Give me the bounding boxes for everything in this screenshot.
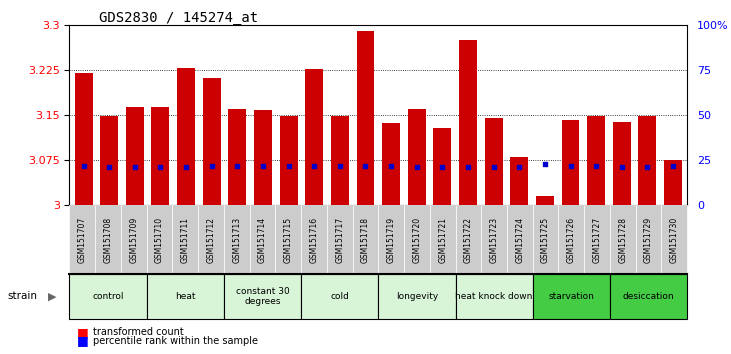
Point	[411, 165, 423, 170]
Bar	[408, 109, 425, 205]
Point	[385, 163, 397, 169]
Text: GDS2830 / 145274_at: GDS2830 / 145274_at	[99, 11, 258, 25]
Bar	[75, 73, 93, 205]
Bar	[382, 124, 400, 205]
Bar	[664, 160, 682, 205]
Bar	[177, 68, 195, 205]
Text: GSM151726: GSM151726	[567, 217, 576, 263]
Bar	[254, 110, 272, 205]
Text: starvation: starvation	[548, 292, 594, 301]
Text: GSM151723: GSM151723	[490, 217, 499, 263]
Bar	[433, 128, 451, 205]
Text: GSM151716: GSM151716	[309, 217, 319, 263]
Text: cold: cold	[330, 292, 349, 301]
Text: desiccation: desiccation	[623, 292, 674, 301]
Bar	[510, 157, 529, 205]
Point	[129, 165, 140, 170]
Bar	[357, 31, 374, 205]
Text: ▶: ▶	[48, 291, 56, 302]
Point	[436, 165, 448, 170]
Text: GSM151713: GSM151713	[232, 217, 241, 263]
Bar	[485, 118, 503, 205]
Point	[308, 163, 320, 169]
Point	[591, 163, 602, 169]
Point	[206, 163, 218, 169]
Text: GSM151722: GSM151722	[464, 217, 473, 263]
Text: transformed count: transformed count	[93, 327, 183, 337]
Bar	[459, 40, 477, 205]
Text: GSM151712: GSM151712	[206, 217, 216, 263]
Point	[642, 165, 654, 170]
Text: GSM151711: GSM151711	[181, 217, 190, 263]
Point	[667, 163, 679, 169]
Point	[462, 165, 474, 170]
Text: GSM151720: GSM151720	[412, 217, 421, 263]
Bar	[202, 78, 221, 205]
Bar	[638, 116, 656, 205]
Bar	[536, 196, 554, 205]
Bar	[228, 109, 246, 205]
Text: ■: ■	[77, 326, 88, 338]
Bar	[151, 107, 170, 205]
Text: GSM151717: GSM151717	[336, 217, 344, 263]
Text: control: control	[92, 292, 124, 301]
Text: GSM151715: GSM151715	[284, 217, 292, 263]
Bar	[587, 116, 605, 205]
Text: GSM151718: GSM151718	[361, 217, 370, 263]
Text: GSM151714: GSM151714	[258, 217, 267, 263]
Point	[564, 163, 576, 169]
Point	[616, 165, 628, 170]
Bar	[280, 116, 298, 205]
Point	[513, 165, 525, 170]
Text: constant 30
degrees: constant 30 degrees	[235, 287, 289, 306]
Text: GSM151719: GSM151719	[387, 217, 395, 263]
Point	[334, 163, 346, 169]
Point	[77, 163, 89, 169]
Text: strain: strain	[7, 291, 37, 302]
Text: GSM151728: GSM151728	[618, 217, 627, 263]
Point	[154, 165, 166, 170]
Bar	[561, 120, 580, 205]
Text: GSM151725: GSM151725	[541, 217, 550, 263]
Point	[232, 163, 243, 169]
Text: GSM151709: GSM151709	[129, 217, 138, 263]
Text: GSM151707: GSM151707	[77, 217, 87, 263]
Bar	[126, 107, 144, 205]
Text: GSM151710: GSM151710	[155, 217, 164, 263]
Text: GSM151727: GSM151727	[593, 217, 602, 263]
Point	[181, 165, 192, 170]
Text: ■: ■	[77, 334, 88, 347]
Point	[488, 165, 499, 170]
Text: GSM151708: GSM151708	[104, 217, 113, 263]
Text: GSM151724: GSM151724	[515, 217, 524, 263]
Text: GSM151729: GSM151729	[644, 217, 653, 263]
Point	[283, 163, 295, 169]
Bar	[306, 69, 323, 205]
Text: heat: heat	[175, 292, 195, 301]
Bar	[331, 116, 349, 205]
Text: GSM151721: GSM151721	[438, 217, 447, 263]
Point	[539, 161, 550, 167]
Point	[103, 165, 115, 170]
Point	[360, 163, 371, 169]
Bar	[613, 122, 631, 205]
Text: longevity: longevity	[395, 292, 438, 301]
Text: heat knock down: heat knock down	[455, 292, 533, 301]
Text: percentile rank within the sample: percentile rank within the sample	[93, 336, 258, 346]
Text: GSM151730: GSM151730	[670, 217, 679, 263]
Bar	[100, 116, 118, 205]
Point	[257, 163, 269, 169]
